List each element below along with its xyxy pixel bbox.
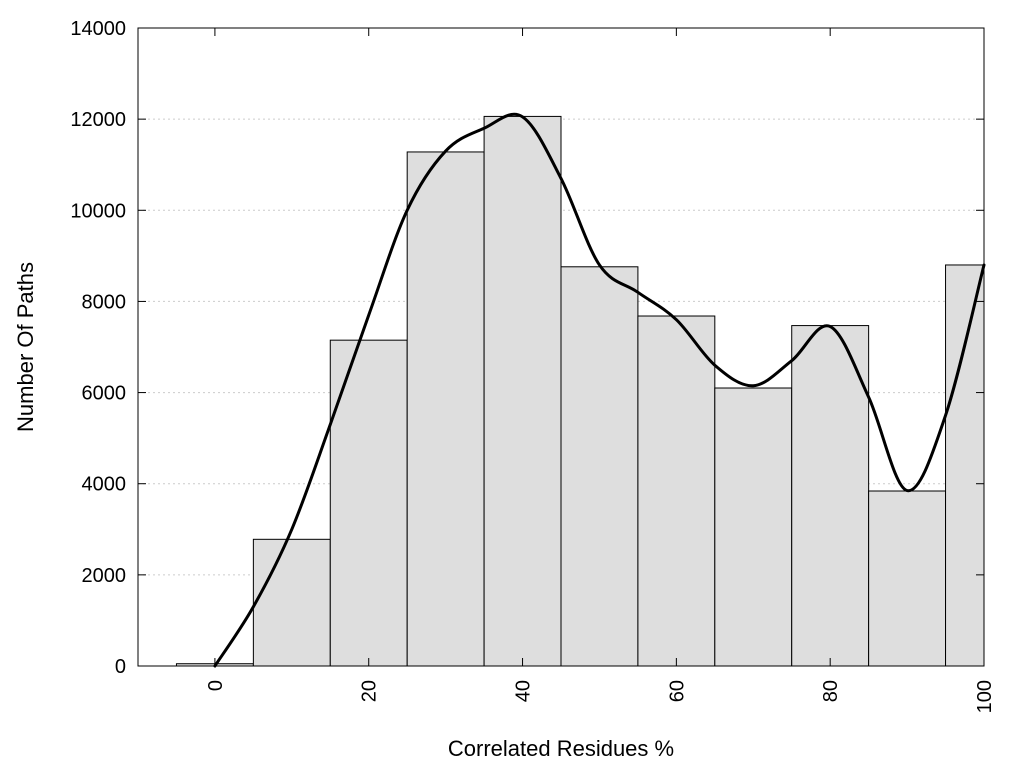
x-axis-ticks: 0 20 40 60 80 100	[205, 28, 996, 713]
plot-frame	[137, 27, 985, 667]
curve-group	[213, 112, 986, 668]
x-tick-label: 100	[974, 680, 996, 713]
bars-group	[175, 115, 985, 667]
y-tick-label: 6000	[82, 383, 127, 405]
y-tick-label: 8000	[82, 291, 127, 313]
y-tick-label: 4000	[82, 474, 127, 496]
x-tick-label: 20	[359, 680, 381, 702]
smoothed-curve	[213, 112, 986, 668]
histogram-bar	[329, 339, 408, 667]
x-tick-label: 0	[205, 680, 227, 691]
histogram-bar	[791, 325, 870, 667]
histogram-bar	[560, 266, 639, 667]
histogram-bar	[252, 538, 331, 667]
histogram-bar	[637, 315, 716, 667]
y-tick-label: 2000	[82, 565, 127, 587]
histogram-bar	[406, 151, 485, 667]
x-tick-label: 80	[820, 680, 842, 702]
x-axis-label: Correlated Residues %	[448, 736, 674, 761]
histogram-bar	[483, 115, 562, 667]
y-axis-ticks: 0 2000 4000 6000 8000 10000 12000 14000	[70, 18, 984, 678]
y-tick-label: 10000	[70, 200, 126, 222]
histogram-bar	[945, 264, 985, 667]
histogram-bar	[714, 387, 793, 667]
y-tick-label: 12000	[70, 109, 126, 131]
y-axis-label: Number Of Paths	[13, 262, 38, 432]
y-tick-label: 0	[115, 656, 126, 678]
histogram-bar	[868, 490, 947, 667]
x-tick-label: 60	[666, 680, 688, 702]
y-tick-label: 14000	[70, 18, 126, 40]
x-tick-label: 40	[513, 680, 535, 702]
